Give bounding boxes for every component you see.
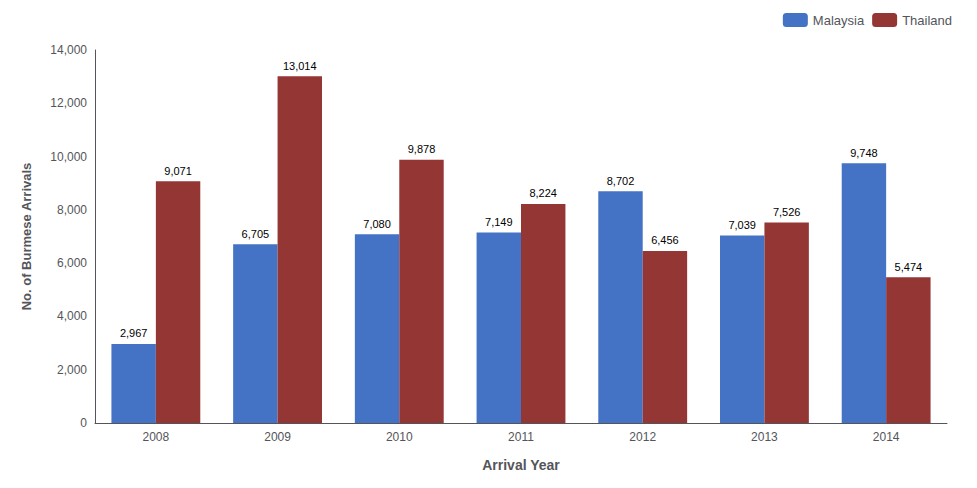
svg-text:2013: 2013 xyxy=(751,430,778,444)
svg-text:Malaysia: Malaysia xyxy=(813,13,865,28)
svg-text:Thailand: Thailand xyxy=(902,13,952,28)
svg-text:5,474: 5,474 xyxy=(895,261,923,273)
svg-text:2014: 2014 xyxy=(873,430,900,444)
svg-text:12,000: 12,000 xyxy=(50,96,87,110)
svg-text:14,000: 14,000 xyxy=(50,43,87,57)
svg-text:7,526: 7,526 xyxy=(773,206,801,218)
svg-text:7,080: 7,080 xyxy=(363,218,391,230)
svg-text:9,748: 9,748 xyxy=(850,147,878,159)
svg-text:7,149: 7,149 xyxy=(485,216,513,228)
svg-text:2,967: 2,967 xyxy=(120,327,148,339)
svg-text:9,071: 9,071 xyxy=(164,165,192,177)
svg-text:8,224: 8,224 xyxy=(529,187,557,199)
svg-text:2012: 2012 xyxy=(629,430,656,444)
svg-text:13,014: 13,014 xyxy=(283,60,317,72)
svg-text:2008: 2008 xyxy=(143,430,170,444)
svg-text:6,705: 6,705 xyxy=(242,228,270,240)
svg-text:8,000: 8,000 xyxy=(57,203,87,217)
svg-text:4,000: 4,000 xyxy=(57,309,87,323)
svg-text:2011: 2011 xyxy=(508,430,534,444)
svg-text:10,000: 10,000 xyxy=(50,150,87,164)
svg-text:2009: 2009 xyxy=(264,430,291,444)
svg-text:0: 0 xyxy=(80,416,87,430)
svg-text:6,456: 6,456 xyxy=(651,234,679,246)
svg-text:Arrival Year: Arrival Year xyxy=(482,457,560,473)
svg-text:9,878: 9,878 xyxy=(408,143,436,155)
svg-text:2010: 2010 xyxy=(386,430,413,444)
svg-text:2,000: 2,000 xyxy=(57,363,87,377)
svg-text:6,000: 6,000 xyxy=(57,256,87,270)
svg-text:No. of Burmese Arrivals: No. of Burmese Arrivals xyxy=(19,163,34,311)
svg-text:7,039: 7,039 xyxy=(728,219,756,231)
svg-text:8,702: 8,702 xyxy=(607,175,635,187)
